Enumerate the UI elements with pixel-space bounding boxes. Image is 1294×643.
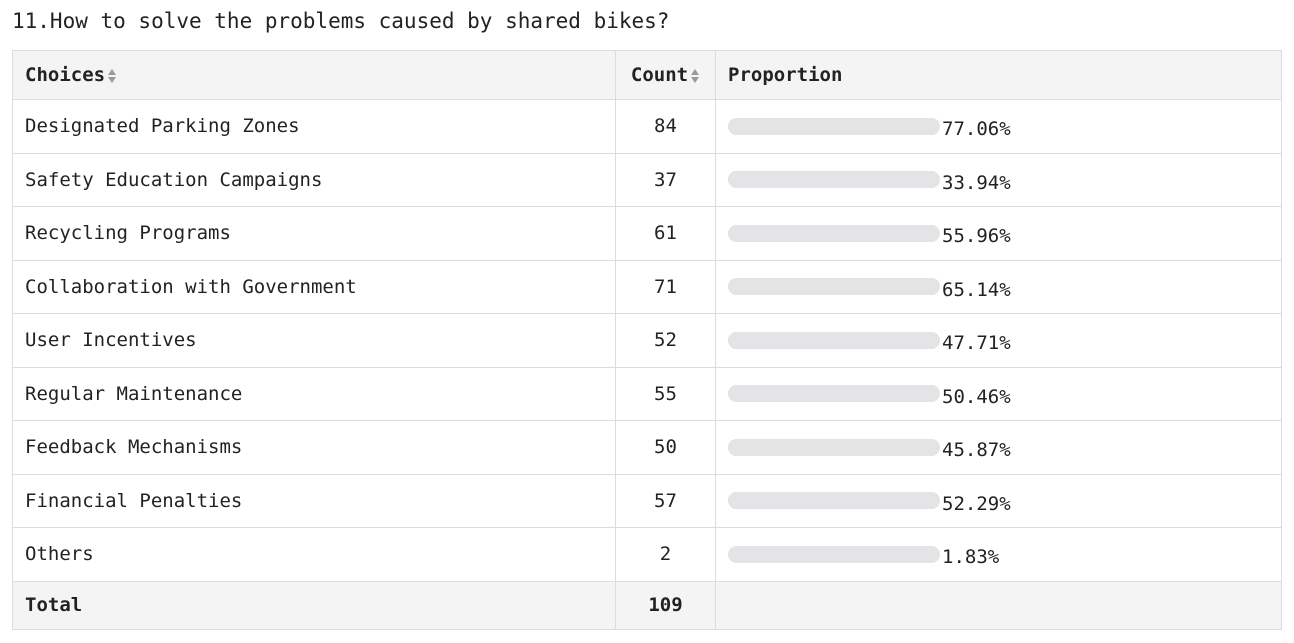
total-label: Total xyxy=(12,580,616,630)
proportion-bar xyxy=(728,171,940,189)
proportion-percent: 47.71% xyxy=(942,332,1011,355)
proportion-cell: 47.71% xyxy=(715,313,1282,368)
choice-label: Recycling Programs xyxy=(12,206,616,261)
table-row: Others 2 1.83% xyxy=(12,527,1282,582)
proportion-percent: 52.29% xyxy=(942,492,1011,515)
proportion-percent: 77.06% xyxy=(942,118,1011,141)
total-empty-cell xyxy=(715,580,1282,630)
proportion-cell: 50.46% xyxy=(715,366,1282,421)
choice-count: 71 xyxy=(615,259,716,314)
proportion-bar-fill xyxy=(728,545,732,563)
choice-count: 55 xyxy=(615,366,716,421)
choice-label: Others xyxy=(12,527,616,582)
choice-count: 37 xyxy=(615,152,716,207)
survey-question-block: 11.How to solve the problems caused by s… xyxy=(12,6,1282,630)
choice-count: 84 xyxy=(615,99,716,154)
proportion-cell: 33.94% xyxy=(715,152,1282,207)
proportion-column-header: Proportion xyxy=(715,50,1282,100)
choice-label: User Incentives xyxy=(12,313,616,368)
proportion-cell: 55.96% xyxy=(715,206,1282,261)
proportion-bar-fill xyxy=(728,492,839,510)
proportion-bar xyxy=(728,278,940,296)
choices-header-label: Choices xyxy=(25,64,106,86)
question-title: 11.How to solve the problems caused by s… xyxy=(12,9,670,33)
choice-count: 57 xyxy=(615,473,716,528)
table-row: Regular Maintenance 55 50.46% xyxy=(12,366,1282,421)
proportion-bar xyxy=(728,545,940,563)
table-row: Recycling Programs 61 55.96% xyxy=(12,206,1282,261)
proportion-bar xyxy=(728,331,940,349)
choice-label: Feedback Mechanisms xyxy=(12,420,616,475)
proportion-bar xyxy=(728,438,940,456)
proportion-bar-fill xyxy=(728,385,835,403)
choice-count: 52 xyxy=(615,313,716,368)
proportion-cell: 45.87% xyxy=(715,420,1282,475)
proportion-percent: 45.87% xyxy=(942,439,1011,462)
sort-icon[interactable] xyxy=(690,68,700,84)
total-count: 109 xyxy=(615,580,716,630)
choices-column-header[interactable]: Choices xyxy=(12,50,616,100)
proportion-cell: 1.83% xyxy=(715,527,1282,582)
proportion-cell: 65.14% xyxy=(715,259,1282,314)
proportion-bar-fill xyxy=(728,278,867,296)
proportion-bar-fill xyxy=(728,331,830,349)
proportion-bar xyxy=(728,492,940,510)
choice-label: Financial Penalties xyxy=(12,473,616,528)
choice-count: 61 xyxy=(615,206,716,261)
proportion-cell: 77.06% xyxy=(715,99,1282,154)
proportion-percent: 1.83% xyxy=(942,546,1000,569)
choice-count: 2 xyxy=(615,527,716,582)
proportion-percent: 50.46% xyxy=(942,385,1011,408)
results-table: Choices Count Proportion Designated Park… xyxy=(12,50,1282,630)
choice-label: Regular Maintenance xyxy=(12,366,616,421)
table-header-row: Choices Count Proportion xyxy=(12,50,1282,100)
proportion-cell: 52.29% xyxy=(715,473,1282,528)
proportion-percent: 65.14% xyxy=(942,278,1011,301)
proportion-bar xyxy=(728,117,940,135)
proportion-bar-fill xyxy=(728,438,826,456)
count-header-label: Count xyxy=(630,64,689,86)
choice-label: Designated Parking Zones xyxy=(12,99,616,154)
choice-label: Safety Education Campaigns xyxy=(12,152,616,207)
total-row: Total 109 xyxy=(12,580,1282,630)
table-row: Safety Education Campaigns 37 33.94% xyxy=(12,152,1282,207)
table-row: Feedback Mechanisms 50 45.87% xyxy=(12,420,1282,475)
choice-label: Collaboration with Government xyxy=(12,259,616,314)
proportion-bar-fill xyxy=(728,171,800,189)
count-column-header[interactable]: Count xyxy=(615,50,716,100)
proportion-percent: 55.96% xyxy=(942,225,1011,248)
table-row: Financial Penalties 57 52.29% xyxy=(12,473,1282,528)
proportion-bar-fill xyxy=(728,224,847,242)
choice-count: 50 xyxy=(615,420,716,475)
table-row: User Incentives 52 47.71% xyxy=(12,313,1282,368)
table-body: Designated Parking Zones 84 77.06% Safety E… xyxy=(12,99,1282,582)
table-row: Collaboration with Government 71 65.14% xyxy=(12,259,1282,314)
proportion-bar-fill xyxy=(728,117,892,135)
proportion-percent: 33.94% xyxy=(942,171,1011,194)
sort-icon[interactable] xyxy=(107,68,117,84)
table-row: Designated Parking Zones 84 77.06% xyxy=(12,99,1282,154)
proportion-bar xyxy=(728,385,940,403)
proportion-bar xyxy=(728,224,940,242)
proportion-header-label: Proportion xyxy=(728,64,843,86)
